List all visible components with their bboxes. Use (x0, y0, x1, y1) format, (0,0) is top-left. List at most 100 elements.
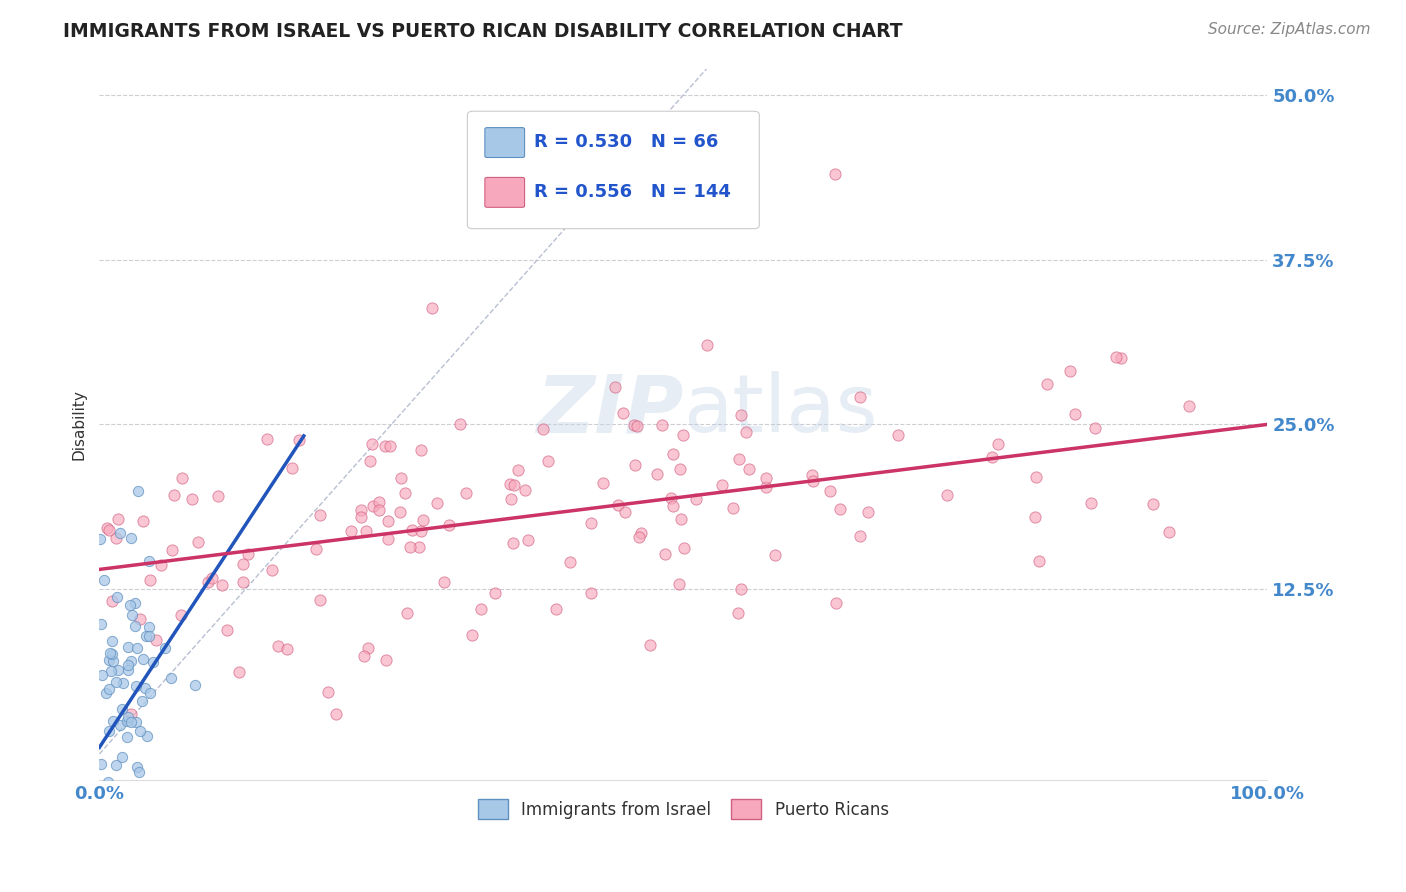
Point (91, 668, 114, 682)
Point (93, 573, 115, 587)
Point (388, 505, 411, 519)
Point (128, 765, 150, 780)
Point (101, 647, 124, 661)
Point (399, 540, 422, 554)
Point (228, 665, 250, 679)
Point (672, 541, 695, 555)
Point (104, 758, 127, 772)
Point (340, 524, 363, 538)
Point (645, 467, 668, 481)
Point (94, 686, 117, 700)
Point (136, 729, 159, 743)
Point (350, 502, 373, 516)
Point (669, 462, 692, 476)
Point (308, 508, 330, 522)
Point (828, 502, 851, 516)
Point (437, 517, 460, 532)
Point (360, 437, 382, 451)
Point (101, 654, 124, 668)
Point (125, 760, 148, 774)
Point (377, 514, 399, 528)
Point (287, 433, 309, 447)
Point (395, 607, 418, 621)
Point (696, 338, 718, 352)
Point (101, 594, 124, 608)
Point (426, 496, 449, 510)
Point (685, 491, 707, 506)
Point (630, 525, 652, 540)
Point (89, 532, 111, 546)
Point (737, 462, 759, 476)
Point (104, 674, 127, 689)
Point (104, 791, 127, 805)
Point (544, 601, 567, 615)
Point (755, 471, 778, 485)
Point (100, 664, 122, 678)
Text: IMMIGRANTS FROM ISRAEL VS PUERTO RICAN DISABILITY CORRELATION CHART: IMMIGRANTS FROM ISRAEL VS PUERTO RICAN D… (63, 22, 903, 41)
Point (721, 500, 744, 515)
Point (138, 629, 160, 643)
Point (470, 602, 492, 616)
Point (117, 663, 139, 677)
FancyBboxPatch shape (485, 128, 524, 158)
Point (267, 640, 290, 654)
Point (90, 756, 112, 771)
Point (1105, 351, 1128, 365)
Point (98, 652, 121, 666)
Point (90, 617, 112, 632)
Point (420, 301, 443, 316)
Point (105, 590, 128, 604)
Point (1059, 364, 1081, 378)
Point (499, 491, 522, 506)
Point (669, 511, 692, 525)
Point (401, 523, 423, 537)
Point (449, 417, 471, 431)
Point (389, 471, 412, 485)
Point (124, 618, 146, 632)
Point (354, 524, 377, 539)
Point (256, 432, 278, 446)
Point (654, 547, 676, 561)
Point (232, 558, 254, 572)
Point (638, 638, 661, 652)
Point (132, 652, 155, 666)
Point (238, 548, 260, 562)
Point (730, 582, 752, 596)
Point (124, 596, 146, 610)
Point (1084, 421, 1107, 435)
Point (357, 641, 380, 656)
Point (606, 498, 628, 512)
Point (132, 514, 155, 528)
Point (163, 488, 186, 502)
Point (197, 574, 219, 589)
Point (727, 606, 749, 620)
Point (987, 437, 1010, 451)
Point (129, 723, 152, 738)
Point (605, 380, 627, 394)
Point (537, 454, 560, 468)
Point (129, 612, 152, 626)
Point (363, 500, 385, 514)
Point (626, 419, 648, 434)
Legend: Immigrants from Israel, Puerto Ricans: Immigrants from Israel, Puerto Ricans (471, 793, 896, 825)
Point (848, 528, 870, 542)
Point (1064, 407, 1087, 421)
Point (142, 655, 165, 669)
Point (170, 471, 193, 485)
Point (115, 731, 138, 745)
Point (104, 531, 127, 545)
Point (117, 710, 139, 724)
Point (121, 607, 143, 622)
Point (612, 406, 634, 420)
Point (215, 623, 238, 637)
Point (659, 491, 682, 505)
Point (120, 715, 142, 730)
Point (461, 628, 484, 642)
Point (111, 750, 134, 764)
FancyBboxPatch shape (467, 112, 759, 228)
Point (515, 483, 537, 497)
Point (350, 510, 373, 524)
Point (153, 641, 176, 656)
Point (211, 577, 233, 591)
Point (558, 555, 581, 569)
